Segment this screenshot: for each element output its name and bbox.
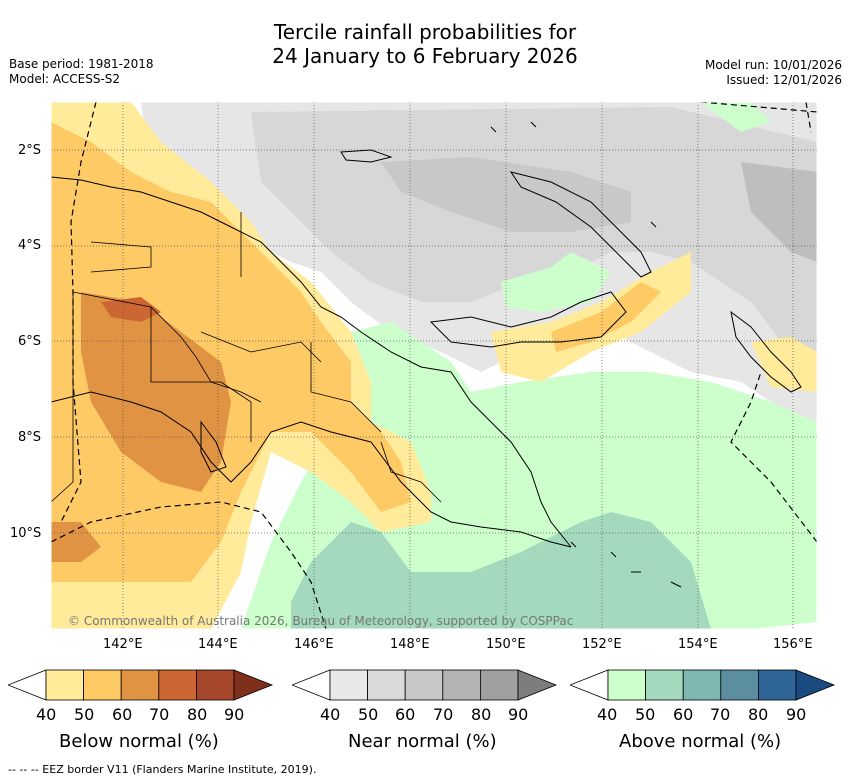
issued-date: Issued: 12/01/2026 [726,73,842,87]
colorbar-above-normal [570,669,836,701]
colorbar-below-label: Below normal (%) [59,731,219,752]
above-normal-north-patch [501,252,611,312]
below-tick-50: 50 [74,705,95,724]
above-tick-50: 50 [635,705,656,724]
near-normal-east-core [741,162,817,262]
below-tick-70: 70 [149,705,170,724]
eez-borders [51,102,817,629]
colorbar-cell [329,669,368,701]
below-tick-80: 80 [187,705,208,724]
above-tick-60: 60 [673,705,694,724]
above-normal-50-south [291,512,711,629]
bougainville [730,310,802,393]
new-guinea-north-coast [51,176,492,423]
map-title: Tercile rainfall probabilities for 24 Ja… [0,20,850,68]
lon-tick-142e: 142°E [103,637,143,652]
colorbar-cell [120,669,160,701]
colorbar-cell [45,669,84,701]
near-tick-60: 60 [395,705,416,724]
colorbar-extend-low [292,669,331,701]
lon-tick-156e: 156°E [773,637,813,652]
colorbar-cell [607,669,646,701]
above-tick-70: 70 [710,705,731,724]
new-britain [429,291,627,348]
below-tick-40: 40 [36,705,57,724]
colorbar-cell [442,669,481,701]
colorbar-cell [404,669,444,701]
colorbar-extend-high [517,669,558,701]
lon-tick-146e: 146°E [294,637,334,652]
near-normal-core [381,157,631,232]
below-normal-west-60 [81,292,231,492]
near-tick-70: 70 [433,705,454,724]
eez-legend-note: -- -- -- EEZ border V11 (Flanders Marine… [8,763,317,776]
coastlines [51,121,802,588]
model-name: Model: ACCESS-S2 [9,72,121,86]
manus-island [340,149,393,163]
near-tick-40: 40 [320,705,341,724]
lat-tick-8s: 8°S [18,430,42,445]
colorbar-cell [195,669,235,701]
lon-tick-152e: 152°E [582,637,622,652]
new-ireland [509,171,652,278]
lat-tick-6s: 6°S [18,334,42,349]
provincial-borders [51,212,442,503]
near-tick-90: 90 [508,705,529,724]
colorbar-extend-high [795,669,836,701]
near-tick-50: 50 [358,705,379,724]
colorbar-above-label: Above normal (%) [619,731,782,752]
rainfall-map[interactable] [51,102,817,629]
colorbar-cell [757,669,797,701]
colorbar-extend-low [570,669,609,701]
below-normal-southwest-60 [51,522,101,562]
below-tick-60: 60 [112,705,133,724]
model-info: Base period: 1981-2018 Model: ACCESS-S2 [9,57,154,87]
below-normal-northeast-50 [551,282,661,352]
fly-river-delta [200,420,227,473]
colorbar-below-normal [8,669,274,701]
lat-tick-2s: 2°S [18,143,42,158]
lat-tick-10s: 10°S [10,526,42,541]
colorbar-cell [682,669,722,701]
lon-tick-150e: 150°E [486,637,526,652]
new-guinea-south-coast [51,391,572,548]
colorbar-near-label: Near normal (%) [348,731,497,752]
above-normal-northeast [701,102,771,132]
title-line-1: Tercile rainfall probabilities for [273,20,577,44]
colorbar-extend-low [8,669,47,701]
base-period: Base period: 1981-2018 [9,57,154,71]
colorbar-cell [158,669,197,701]
above-tick-90: 90 [786,705,807,724]
colorbar-cell [479,669,519,701]
lon-tick-144e: 144°E [198,637,238,652]
above-tick-40: 40 [597,705,618,724]
near-tick-80: 80 [471,705,492,724]
colorbar-cell [645,669,684,701]
model-run: Model run: 10/01/2026 [704,58,842,72]
run-info: Model run: 10/01/2026 Issued: 12/01/2026 [705,58,842,88]
below-tick-90: 90 [224,705,245,724]
above-tick-80: 80 [748,705,769,724]
below-normal-west-70 [101,297,161,322]
title-line-2: 24 January to 6 February 2026 [272,44,578,68]
colorbar-near-normal [292,669,558,701]
colorbar-cell [720,669,759,701]
colorbar-cell [83,669,122,701]
bismarck-islands [490,121,682,588]
lon-tick-148e: 148°E [390,637,430,652]
lat-tick-4s: 4°S [18,238,42,253]
lon-tick-154e: 154°E [678,637,718,652]
papuan-peninsula [490,421,572,548]
graticule [51,102,817,629]
copyright-notice: © Commonwealth of Australia 2026, Bureau… [68,614,574,628]
colorbar-extend-high [233,669,274,701]
colorbar-cell [367,669,406,701]
